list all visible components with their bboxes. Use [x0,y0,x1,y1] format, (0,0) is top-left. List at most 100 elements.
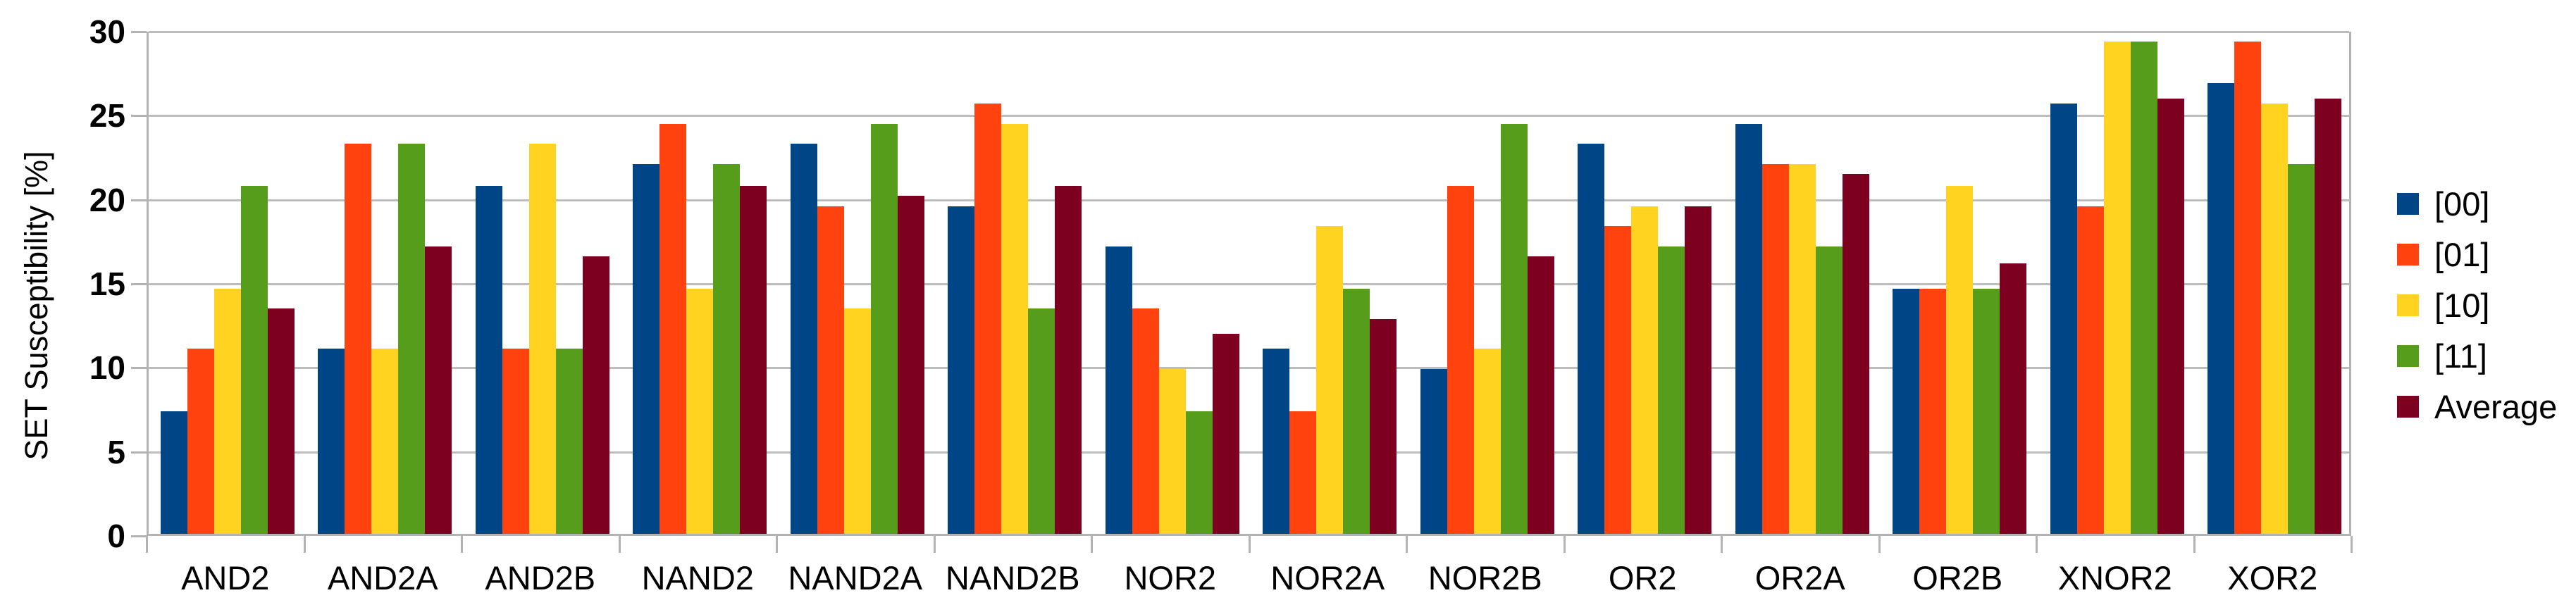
x-category-label-AND2B: AND2B [485,559,596,597]
gridline-y-15 [149,283,2349,285]
bar-group-NAND2A [779,32,936,534]
y-tick-mark-15 [131,283,147,285]
bar-XOR2-[00] [2207,83,2235,534]
x-tick-mark-7 [1248,536,1251,553]
bar-group-OR2A [1723,32,1881,534]
bar-AND2B-Average [582,256,609,534]
bar-NAND2-[10] [686,288,714,534]
gridline-y-30 [149,31,2349,33]
legend-item-[01]: [01] [2397,229,2557,280]
bar-OR2B-Average [2000,263,2027,534]
bar-AND2A-[10] [371,349,399,534]
bar-NAND2A-[00] [790,144,817,534]
bar-NAND2-[01] [660,123,687,534]
x-tick-mark-2 [461,536,463,553]
legend-item-[00]: [00] [2397,178,2557,229]
bar-XOR2-[10] [2261,104,2289,534]
bar-XOR2-Average [2315,98,2342,534]
bar-XOR2-[11] [2288,163,2315,534]
bar-OR2A-[10] [1788,163,1816,534]
legend-swatch-[10] [2397,294,2419,316]
gridline-y-10 [149,367,2349,370]
bar-NAND2-Average [740,185,767,534]
bar-group-OR2B [1881,32,2039,534]
x-category-label-OR2B: OR2B [1912,559,2003,597]
bar-NAND2-[11] [713,163,741,534]
x-tick-mark-13 [2193,536,2196,553]
bar-group-AND2 [149,32,306,534]
bar-NOR2B-[01] [1447,185,1474,534]
x-tick-mark-11 [1878,536,1881,553]
legend-swatch-[11] [2397,344,2419,367]
bar-NAND2B-[01] [974,104,1002,534]
legend-label-[11]: [11] [2434,337,2487,375]
bar-AND2-[01] [187,349,214,534]
bar-NOR2-Average [1212,334,1239,534]
x-tick-mark-0 [146,536,148,553]
y-tick-label-10: 10 [89,349,125,387]
bar-group-OR2 [1566,32,1724,534]
bar-OR2A-[01] [1761,163,1789,534]
x-category-label-NAND2: NAND2 [641,559,754,597]
y-tick-label-30: 30 [89,13,125,50]
y-tick-label-0: 0 [107,518,125,554]
y-tick-mark-0 [131,535,147,537]
legend-item-Average: Average [2397,381,2557,432]
bar-NAND2B-Average [1055,185,1082,534]
x-category-label-OR2: OR2 [1608,559,1677,597]
x-tick-mark-1 [303,536,306,553]
bar-XNOR2-[01] [2076,206,2104,534]
x-tick-mark-3 [618,536,621,553]
bar-OR2A-[00] [1735,123,1762,534]
legend-swatch-Average [2397,395,2419,418]
bar-group-NAND2 [621,32,779,534]
x-tick-mark-6 [1091,536,1093,553]
legend-label-[00]: [00] [2434,185,2490,223]
y-tick-label-25: 25 [89,97,125,135]
x-tick-mark-10 [1721,536,1723,553]
bar-XNOR2-[00] [2050,104,2077,534]
bar-OR2-Average [1685,206,1712,534]
bar-group-AND2A [306,32,464,534]
bar-XNOR2-[11] [2130,41,2157,534]
bar-NOR2A-[01] [1289,411,1317,534]
x-category-label-AND2: AND2 [181,559,270,597]
bar-group-AND2B [464,32,621,534]
legend-label-[01]: [01] [2434,235,2490,273]
bar-NOR2B-[11] [1500,123,1528,534]
gridline-y-20 [149,199,2349,201]
x-tick-mark-5 [933,536,936,553]
bar-AND2A-Average [425,246,452,534]
bar-AND2-Average [267,308,295,534]
bar-AND2A-[01] [345,144,372,534]
x-tick-mark-4 [776,536,778,553]
bar-group-NAND2B [936,32,1094,534]
bar-AND2A-[11] [398,144,426,534]
x-category-label-AND2A: AND2A [327,559,438,597]
bar-NOR2-[01] [1132,308,1159,534]
bar-OR2A-[11] [1815,246,1843,534]
bar-OR2-[10] [1631,206,1659,534]
x-category-label-OR2A: OR2A [1754,559,1845,597]
bar-AND2B-[00] [475,185,502,534]
legend-label-Average: Average [2434,387,2558,425]
bar-NOR2-[11] [1185,411,1213,534]
bar-OR2B-[01] [1919,288,1947,534]
bar-OR2-[01] [1604,226,1632,534]
bar-NAND2B-[00] [948,206,975,534]
bar-XOR2-[01] [2234,41,2262,534]
bar-OR2A-Average [1842,174,1869,534]
x-category-label-NOR2B: NOR2B [1428,559,1542,597]
y-tick-mark-20 [131,199,147,201]
y-tick-mark-5 [131,451,147,454]
y-tick-mark-25 [131,115,147,118]
bar-group-NOR2 [1094,32,1251,534]
legend-item-[10]: [10] [2397,280,2557,330]
x-category-label-NOR2: NOR2 [1124,559,1217,597]
y-tick-mark-30 [131,31,147,33]
bar-NOR2A-Average [1370,318,1397,534]
y-tick-label-20: 20 [89,181,125,218]
legend: [00] [01] [10] [11] Average [2397,178,2557,432]
bar-NAND2A-Average [897,196,924,534]
bar-NAND2B-[10] [1001,123,1029,534]
